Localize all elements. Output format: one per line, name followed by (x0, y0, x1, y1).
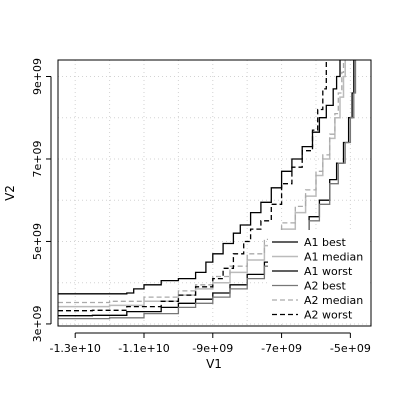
y-tick-label: 7e+09 (31, 140, 44, 177)
legend-label: A2 median (304, 294, 363, 307)
y-tick-label: 9e+09 (31, 58, 44, 95)
x-tick-label: -1.1e+10 (118, 342, 169, 355)
y-axis-label: V2 (3, 185, 17, 201)
y-tick-label: 5e+09 (31, 223, 44, 260)
plot-frame (57, 59, 372, 327)
legend-label: A1 best (304, 236, 347, 249)
series-line-5 (58, 60, 345, 304)
series-line-1 (58, 60, 341, 295)
x-tick-label: -7e+09 (261, 342, 302, 355)
legend-label: A2 worst (304, 309, 353, 322)
legend-label: A2 best (304, 280, 347, 293)
y-axis: 3e+09 5e+09 7e+09 9e+09 (31, 58, 52, 342)
x-axis-label: V1 (206, 357, 222, 371)
legend-label: A1 worst (304, 265, 353, 278)
legend-label: A1 median (304, 251, 363, 264)
x-tick-label: -9e+09 (192, 342, 233, 355)
x-tick-label: -1.3e+10 (49, 342, 100, 355)
legend-box (268, 230, 368, 322)
y-tick-label: 3e+09 (31, 305, 44, 342)
series-line-6 (58, 60, 327, 312)
x-tick-label: -5e+09 (330, 342, 371, 355)
x-axis: -1.3e+10 -1.1e+10 -9e+09 -7e+09 -5e+09 (49, 332, 371, 355)
